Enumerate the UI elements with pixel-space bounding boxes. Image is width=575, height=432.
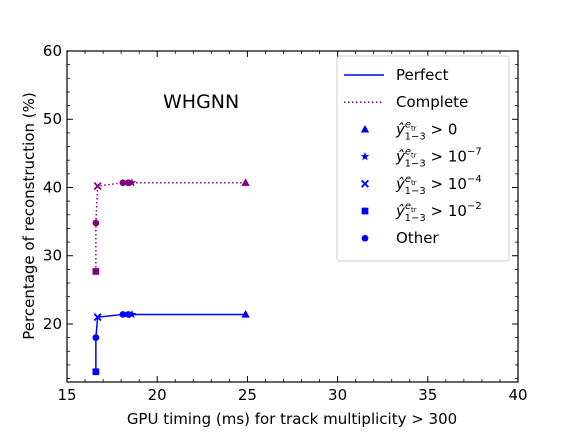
legend-marker-x <box>361 179 369 188</box>
x-tick-label: 20 <box>148 386 167 404</box>
chart-annotation: WHGNN <box>163 91 239 113</box>
data-point-circle <box>92 334 100 341</box>
legend-label: ŷetr 1−3 > 10−2 <box>395 201 482 224</box>
data-point-triangle <box>241 178 250 186</box>
data-point-x <box>93 182 102 191</box>
legend-label: Other <box>396 229 439 247</box>
series-line-complete <box>95 181 246 272</box>
legend-label: Complete <box>396 93 468 111</box>
legend-marker-square <box>361 207 369 215</box>
legend-marker-triangle <box>360 124 370 133</box>
data-point-star <box>127 309 137 319</box>
x-tick-label: 35 <box>418 386 437 404</box>
y-axis-label: Percentage of reconstruction (%) <box>20 92 38 339</box>
legend: Perfect Complete ŷetr 1−3 > 0 ŷetr 1−3 > 10−7… <box>336 55 510 262</box>
x-tick-label: 25 <box>238 386 257 404</box>
data-point-triangle <box>241 310 250 318</box>
data-point-square <box>92 268 100 275</box>
y-tick-label: 60 <box>43 42 62 60</box>
x-axis-label: GPU timing (ms) for track multiplicity >… <box>127 410 457 428</box>
data-point-circle <box>92 219 100 227</box>
data-point-square <box>92 368 100 376</box>
y-tick-label: 40 <box>43 178 62 196</box>
y-tick-label: 50 <box>43 110 62 128</box>
series-line-perfect <box>95 313 246 372</box>
plot-frame <box>66 50 519 383</box>
x-tick-label: 40 <box>508 386 527 404</box>
data-point-circle <box>119 311 127 318</box>
axes: 15 20 25 30 35 40 20 30 40 50 60 <box>43 42 528 404</box>
legend-label: ŷetr 1−3 > 0 <box>395 119 457 142</box>
legend-label: Perfect <box>396 66 449 84</box>
legend-box <box>336 55 510 262</box>
data-point-x <box>93 313 102 322</box>
data-point-star <box>127 178 137 187</box>
y-tick-label: 20 <box>43 315 62 333</box>
legend-marker-circle <box>361 234 369 242</box>
x-tick-label: 15 <box>57 386 76 404</box>
legend-marker-star <box>360 151 370 161</box>
legend-label: ŷetr 1−3 > 10−7 <box>395 147 482 170</box>
x-tick-label: 30 <box>328 386 347 404</box>
data-point-circle <box>119 179 127 187</box>
legend-label: ŷetr 1−3 > 10−4 <box>395 174 482 197</box>
y-tick-label: 30 <box>43 247 62 265</box>
plot-area <box>92 178 250 376</box>
